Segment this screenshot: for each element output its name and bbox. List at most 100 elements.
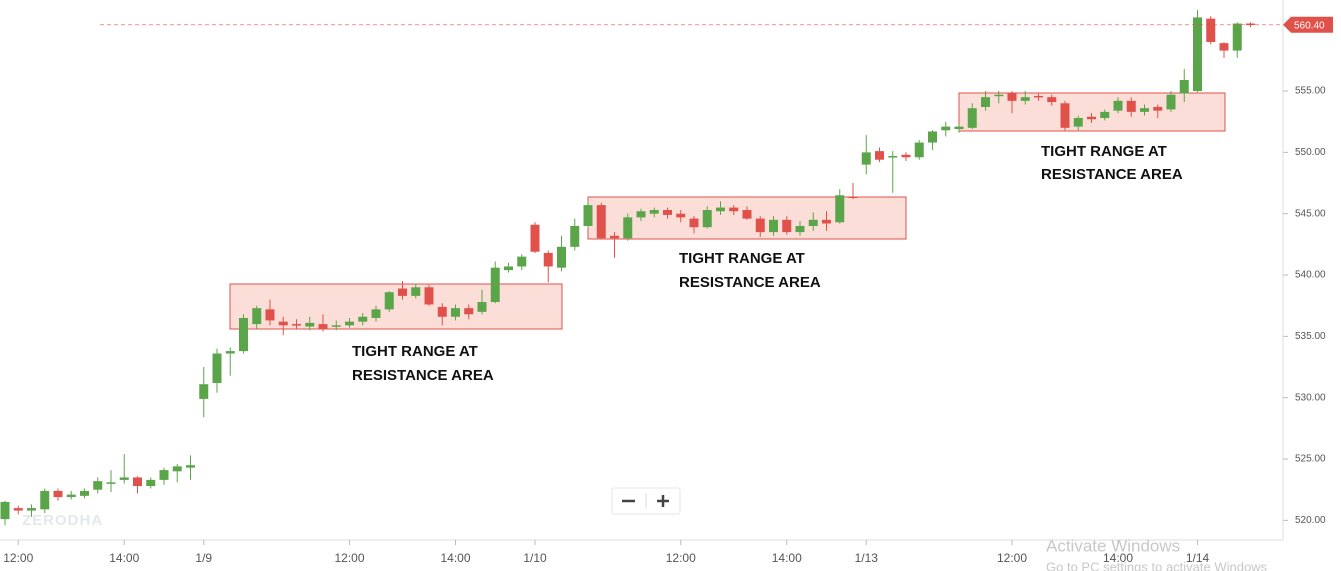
candle-body <box>755 218 765 233</box>
candle-body <box>583 205 593 226</box>
candle-body <box>1060 103 1070 128</box>
x-tick-label: 1/9 <box>195 551 212 565</box>
y-tick-label: 525.00 <box>1295 454 1326 465</box>
candle-body <box>570 225 580 247</box>
candle-body <box>1034 95 1043 98</box>
candle-body <box>596 205 606 239</box>
annotation: TIGHT RANGE AT <box>679 250 805 267</box>
annotation: RESISTANCE AREA <box>1041 166 1183 183</box>
x-tick-label: 1/13 <box>855 551 879 565</box>
x-tick-label: 12:00 <box>997 551 1027 565</box>
candle-body <box>649 210 659 214</box>
candle-body <box>1219 43 1229 51</box>
x-tick-label: 14:00 <box>1103 551 1133 565</box>
candle-body <box>1020 97 1030 101</box>
x-tick-label: 12:00 <box>334 551 364 565</box>
range-box <box>229 283 563 330</box>
candle-body <box>106 482 116 484</box>
os-watermark: Go to PC settings to activate Windows <box>1046 559 1268 571</box>
candle-body <box>901 154 911 158</box>
candle-body <box>543 252 553 267</box>
candle-body <box>199 384 209 399</box>
candle-body <box>835 195 845 223</box>
candle-body <box>424 287 434 305</box>
candle-body <box>305 322 315 327</box>
candle-body <box>848 196 858 199</box>
candle-body <box>252 308 262 325</box>
candle-body <box>808 219 818 226</box>
candle-body <box>0 501 10 520</box>
candle-body <box>941 126 951 131</box>
watermark: ZERODHA <box>22 512 103 529</box>
candle-body <box>1007 93 1017 101</box>
annotation: TIGHT RANGE AT <box>352 343 478 360</box>
candle-body <box>1073 118 1083 127</box>
candle-body <box>928 131 937 143</box>
candle-body <box>1140 108 1149 112</box>
candle-body <box>676 213 686 218</box>
zoom-controls <box>611 487 681 515</box>
candle-body <box>888 156 898 158</box>
candle-body <box>384 292 394 310</box>
candle-body <box>1232 23 1242 51</box>
candle-body <box>66 494 76 498</box>
candle-body <box>729 207 739 212</box>
range-box <box>958 92 1226 132</box>
candle-body <box>80 490 89 496</box>
candle-body <box>875 151 884 160</box>
candle-body <box>318 324 328 330</box>
candle-body <box>742 210 752 219</box>
candle-body <box>451 308 460 317</box>
candle-body <box>1153 106 1163 111</box>
candle-body <box>557 246 566 268</box>
candle-body <box>437 306 447 317</box>
candle-body <box>93 481 103 490</box>
zoom-out-button[interactable] <box>613 489 645 513</box>
candle-body <box>994 94 1004 97</box>
candle-body <box>411 287 421 296</box>
x-tick-label: 12:00 <box>666 551 696 565</box>
candle-body <box>636 211 646 218</box>
x-tick-label: 14:00 <box>772 551 802 565</box>
candle-body <box>716 207 725 212</box>
candle-body <box>40 490 50 510</box>
candle-body <box>13 508 23 511</box>
candle-body <box>1179 79 1189 94</box>
y-tick-label: 550.00 <box>1295 147 1326 158</box>
candle-body <box>159 470 169 480</box>
candle-body <box>278 321 288 326</box>
candle-body <box>186 465 195 468</box>
candle-body <box>1193 17 1202 92</box>
candle-body <box>358 316 368 322</box>
candle-body <box>1113 100 1123 111</box>
y-tick-label: 545.00 <box>1295 208 1326 219</box>
annotation: TIGHT RANGE AT <box>1041 143 1167 160</box>
zoom-in-button[interactable] <box>647 489 679 513</box>
candle-body <box>914 142 924 158</box>
candle-body <box>345 321 354 326</box>
last-price-label: 560.40 <box>1294 20 1325 31</box>
candle-body <box>1100 111 1110 119</box>
candle-body <box>795 225 805 233</box>
y-tick-label: 555.00 <box>1295 86 1326 97</box>
candle-body <box>689 218 699 228</box>
candle-body <box>530 224 540 252</box>
candle-body <box>1126 100 1136 112</box>
candle-body <box>967 108 977 128</box>
candle-body <box>822 219 831 224</box>
candle-body <box>133 477 142 487</box>
candle-body <box>172 466 182 472</box>
candle-body <box>212 353 222 383</box>
candle-body <box>119 477 129 480</box>
annotation: RESISTANCE AREA <box>679 274 821 291</box>
x-tick-label: 14:00 <box>109 551 139 565</box>
candle-body <box>1206 18 1216 42</box>
candle-body <box>371 309 381 318</box>
candle-body <box>610 235 619 239</box>
candle-body <box>1166 94 1176 110</box>
annotation: RESISTANCE AREA <box>352 367 494 384</box>
candles <box>0 10 1255 526</box>
candle-body <box>769 219 778 233</box>
candle-body <box>663 210 672 215</box>
candle-body <box>331 325 341 327</box>
